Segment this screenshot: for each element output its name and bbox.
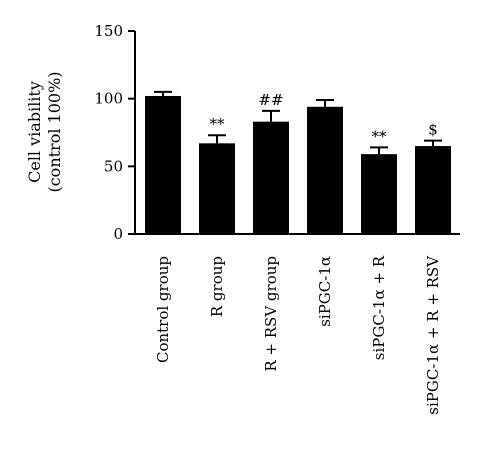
category-label: siPGC-1α + R + RSV [424,255,442,415]
plot-area: 0 50 100 150 Control group ** R group ## R + RSV… [94,22,460,415]
bar [253,121,289,234]
bar [199,143,235,234]
bar [307,106,343,234]
y-axis-label-line-1: Cell viability [25,81,44,183]
y-tick-label: 0 [113,225,123,243]
bar [361,154,397,234]
y-axis-label: Cell viability (control 100%) [25,71,64,192]
y-tick-label: 150 [94,22,123,40]
y-tick-label: 50 [104,157,123,175]
bar [415,146,451,234]
y-axis-label-line-2: (control 100%) [45,71,64,192]
category-label: siPGC-1α + R [370,255,388,360]
significance-marker: ** [210,115,226,133]
significance-marker: ** [372,127,388,145]
y-tick-label: 100 [94,90,123,108]
significance-marker: $ [428,121,438,139]
category-label: R + RSV group [262,256,280,372]
bar [145,95,181,235]
category-label: siPGC-1α [316,256,334,327]
significance-marker: ## [258,91,283,109]
category-label: R group [208,256,226,317]
category-label: Control group [154,256,172,363]
